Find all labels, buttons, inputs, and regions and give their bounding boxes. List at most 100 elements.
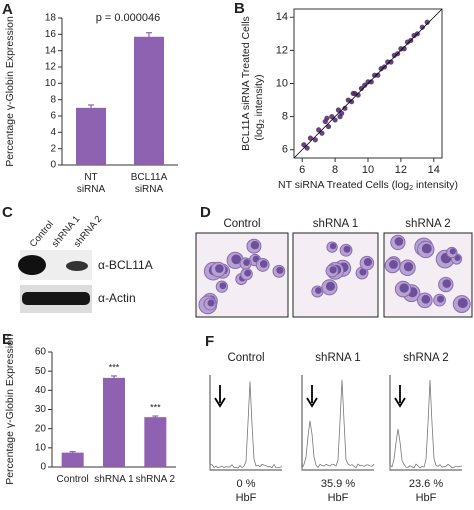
bar — [144, 417, 167, 467]
nucleus — [329, 266, 337, 274]
point — [312, 137, 318, 143]
y-tick-label: 8 — [50, 94, 56, 105]
nucleus — [244, 269, 252, 277]
nucleus — [442, 279, 452, 288]
label-part: NT siRNA Treated Cells (log — [278, 179, 409, 191]
nucleus — [394, 237, 404, 246]
point — [342, 105, 348, 111]
histogram — [301, 379, 375, 470]
point — [319, 130, 325, 136]
point — [401, 46, 407, 52]
bar — [103, 377, 125, 467]
y-tick-label: 10 — [35, 442, 47, 453]
nucleus — [207, 299, 215, 307]
nucleus — [421, 294, 431, 304]
nucleus — [325, 281, 335, 291]
bar — [61, 452, 84, 467]
blot-band — [22, 292, 90, 305]
nucleus — [259, 260, 268, 268]
sample-label: shRNA 2 — [403, 352, 448, 364]
point — [358, 85, 365, 92]
y-tick-label: 10 — [276, 77, 288, 89]
point — [350, 90, 356, 97]
point — [329, 114, 335, 120]
x-axis-label: NT siRNA Treated Cells (log2 intensity) — [278, 179, 458, 192]
x-tick-label: shRNA 1 — [94, 474, 134, 485]
panel-letter: C — [2, 204, 13, 221]
bar — [134, 36, 164, 166]
point — [332, 117, 338, 123]
y-tick-label: 4 — [50, 127, 56, 138]
nucleus — [315, 287, 322, 294]
point — [368, 79, 374, 85]
blot-band — [66, 261, 88, 271]
point — [301, 142, 307, 148]
point — [337, 114, 343, 120]
x-tick-label: 6 — [299, 164, 305, 176]
micrographs — [195, 232, 473, 318]
y-tick-label: 14 — [276, 11, 288, 23]
y-axis-label: Percentage γ-Globin Expression — [4, 16, 16, 167]
significance: *** — [150, 402, 161, 412]
y-tick-label: 16 — [45, 29, 57, 40]
y-tick-label: 2 — [50, 143, 56, 154]
arrow-head — [394, 397, 406, 408]
panel-letter: F — [205, 333, 214, 350]
sample-label: shRNA 1 — [315, 352, 360, 364]
y-tick-label: 40 — [35, 385, 47, 396]
x-tick-label: 12 — [395, 164, 407, 176]
y-tick-label: 12 — [45, 62, 57, 73]
x-tick-label: Control — [57, 474, 89, 485]
nucleus — [250, 241, 260, 250]
blot-band — [18, 255, 46, 275]
point — [304, 145, 310, 151]
point — [335, 107, 341, 113]
label-part: 2 — [259, 119, 266, 123]
point — [316, 127, 322, 133]
point — [375, 72, 381, 78]
point — [324, 115, 330, 121]
nucleus — [231, 254, 242, 265]
y-tick-label: 10 — [45, 78, 57, 89]
point — [307, 135, 314, 141]
hbf-percent: 0 % — [237, 478, 256, 490]
panel-letter: E — [2, 331, 12, 348]
arrow-head — [214, 397, 226, 408]
label-part: BCL11A siRNA Treated Cells — [240, 16, 252, 151]
nucleus — [421, 243, 432, 254]
nucleus — [449, 248, 456, 255]
y-tick-label: 50 — [35, 366, 47, 377]
flow-histograms — [209, 375, 463, 471]
label-part: 2 — [409, 185, 413, 192]
nucleus — [436, 295, 445, 303]
identity-line — [293, 8, 443, 159]
nucleus — [457, 297, 468, 309]
panel-letter: D — [200, 204, 211, 221]
hbf-label: HbF — [416, 492, 437, 504]
y-tick-label: 60 — [35, 347, 47, 358]
micrograph-label: Control — [223, 218, 260, 230]
y-tick-label: 12 — [276, 44, 288, 56]
hbf-label: HbF — [328, 492, 349, 504]
nucleus — [219, 282, 227, 290]
nucleus — [363, 258, 372, 267]
y-tick-label: 14 — [45, 45, 57, 56]
antibody-label: α-Actin — [98, 291, 136, 305]
point — [325, 123, 332, 130]
nucleus — [276, 266, 284, 274]
significance: *** — [109, 362, 120, 372]
nucleus — [343, 245, 351, 253]
panel-letter: B — [234, 0, 245, 17]
label-part: (log — [253, 123, 265, 141]
y-tick-label: 18 — [45, 13, 57, 24]
sample-label: Control — [227, 352, 264, 364]
x-tick-label: 8 — [332, 164, 338, 176]
x-tick-label: NT siRNA — [77, 172, 106, 195]
hbf-label: HbF — [236, 492, 257, 504]
y-tick-label: 6 — [282, 144, 288, 156]
y-tick-label: 0 — [50, 160, 56, 171]
x-tick-label: BCL11A siRNA — [131, 172, 168, 195]
point — [424, 19, 430, 25]
point — [362, 82, 368, 88]
nucleus — [389, 260, 398, 269]
